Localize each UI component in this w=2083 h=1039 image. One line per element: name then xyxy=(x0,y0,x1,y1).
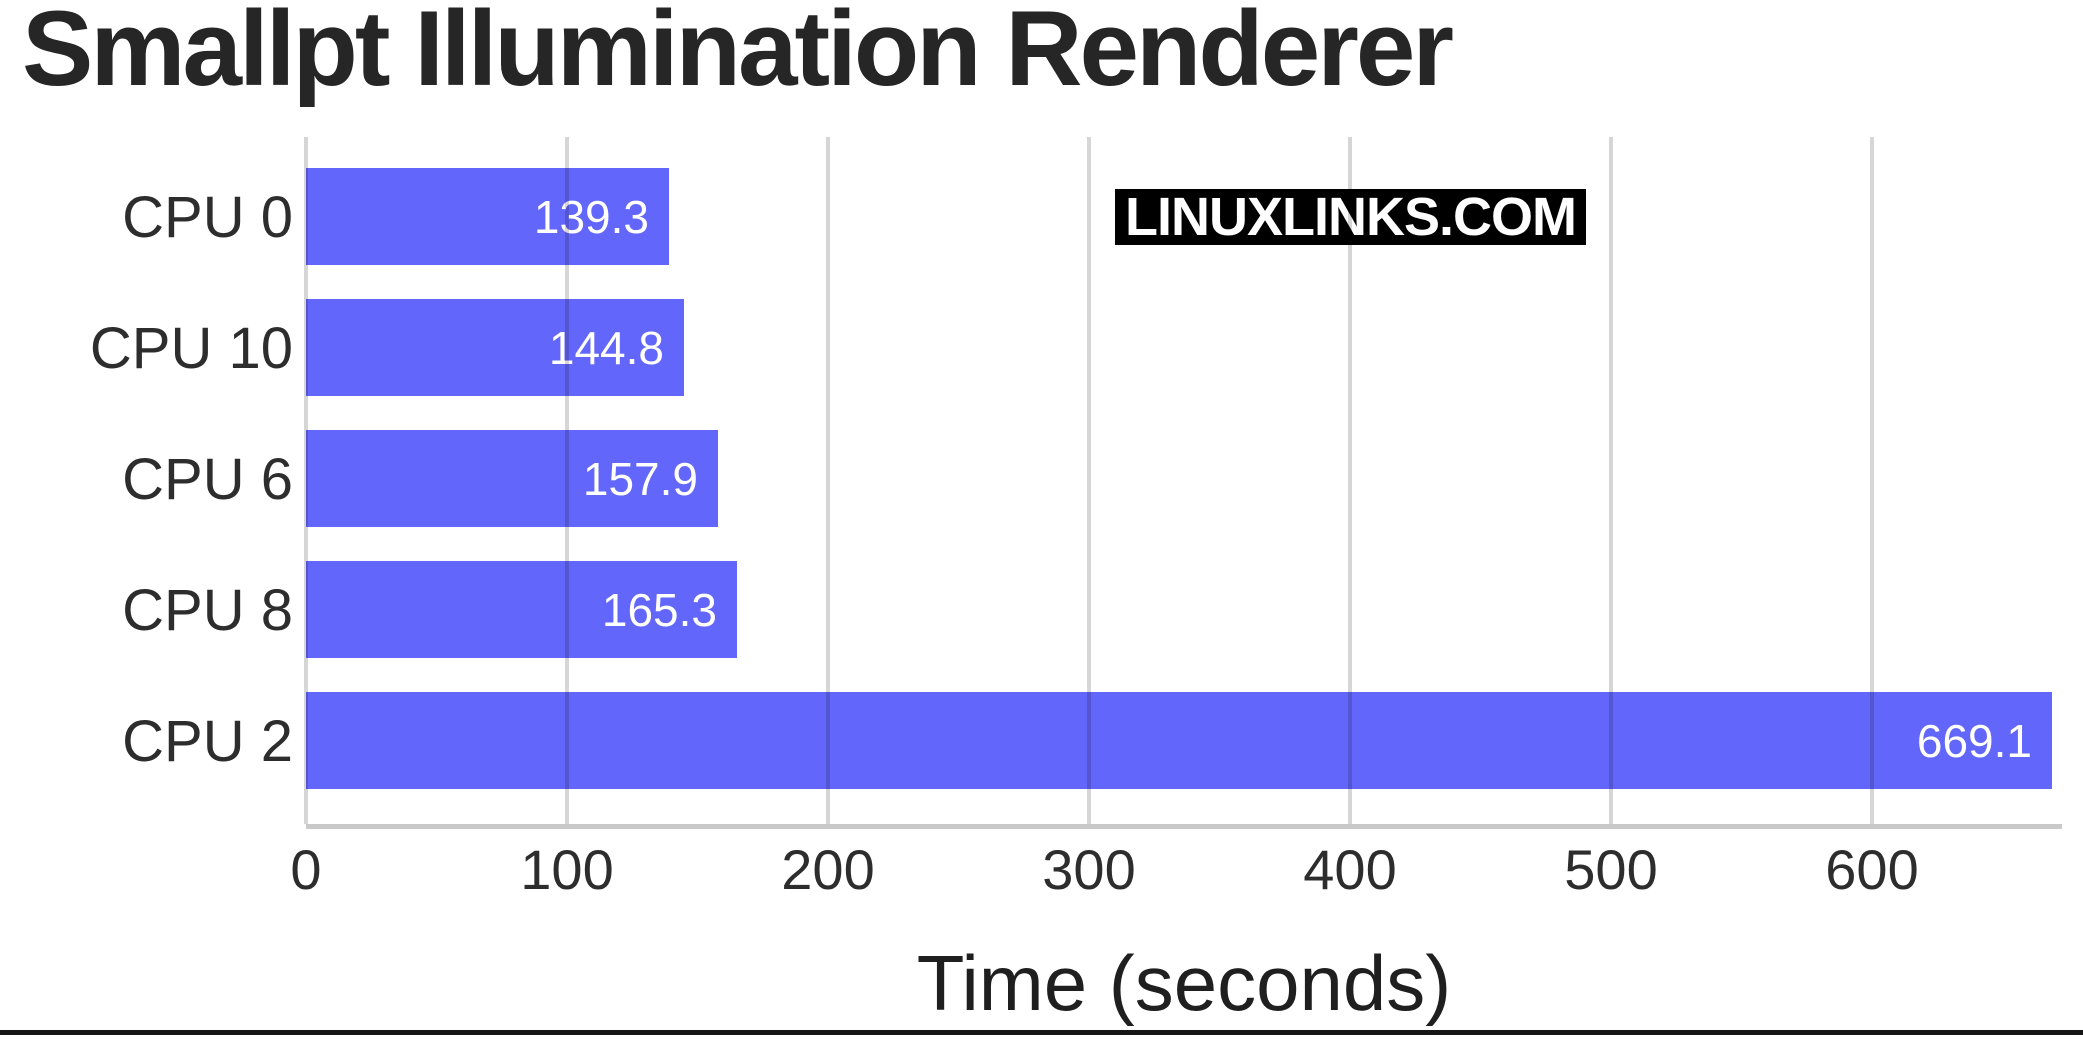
gridline-x-0 xyxy=(304,137,308,824)
x-tick-label-500: 500 xyxy=(1564,838,1658,901)
category-label-cpu-6: CPU 6 xyxy=(122,447,293,512)
bar-cpu-0: 139.3 xyxy=(306,168,669,265)
x-tick-label-100: 100 xyxy=(520,838,614,901)
x-axis-line xyxy=(306,824,2062,829)
x-tick-label-0: 0 xyxy=(290,838,322,901)
x-tick-label-200: 200 xyxy=(781,838,875,901)
bar-value-label: 157.9 xyxy=(582,453,698,505)
gridline-x-100 xyxy=(565,137,569,824)
category-label-cpu-2: CPU 2 xyxy=(122,709,293,774)
chart-title: Smallpt Illumination Renderer xyxy=(22,0,1454,108)
bar-value-label: 139.3 xyxy=(533,191,649,243)
category-label-cpu-0: CPU 0 xyxy=(122,185,293,250)
x-tick-label-400: 400 xyxy=(1303,838,1397,901)
bottom-divider xyxy=(0,1030,2083,1035)
bar-value-label: 165.3 xyxy=(601,584,717,636)
watermark-badge: LINUXLINKS.COM xyxy=(1115,189,1586,245)
category-label-cpu-10: CPU 10 xyxy=(89,316,293,381)
bar-value-label: 669.1 xyxy=(1916,715,2032,767)
bar-cpu-10: 144.8 xyxy=(306,299,684,396)
bar-cpu-8: 165.3 xyxy=(306,561,737,658)
category-label-cpu-8: CPU 8 xyxy=(122,578,293,643)
bar-cpu-2: 669.1 xyxy=(306,692,2052,789)
gridline-x-600 xyxy=(1870,137,1874,824)
bar-cpu-6: 157.9 xyxy=(306,430,718,527)
gridline-x-200 xyxy=(826,137,830,824)
gridline-x-500 xyxy=(1609,137,1613,824)
x-tick-label-300: 300 xyxy=(1042,838,1136,901)
x-tick-label-600: 600 xyxy=(1825,838,1919,901)
plot-area: 139.3 144.8 157.9 165.3 669.1 xyxy=(304,137,2062,829)
gridline-x-400 xyxy=(1348,137,1352,824)
bar-value-label: 144.8 xyxy=(548,322,664,374)
x-axis-title: Time (seconds) xyxy=(916,939,1452,1027)
gridline-x-300 xyxy=(1087,137,1091,824)
